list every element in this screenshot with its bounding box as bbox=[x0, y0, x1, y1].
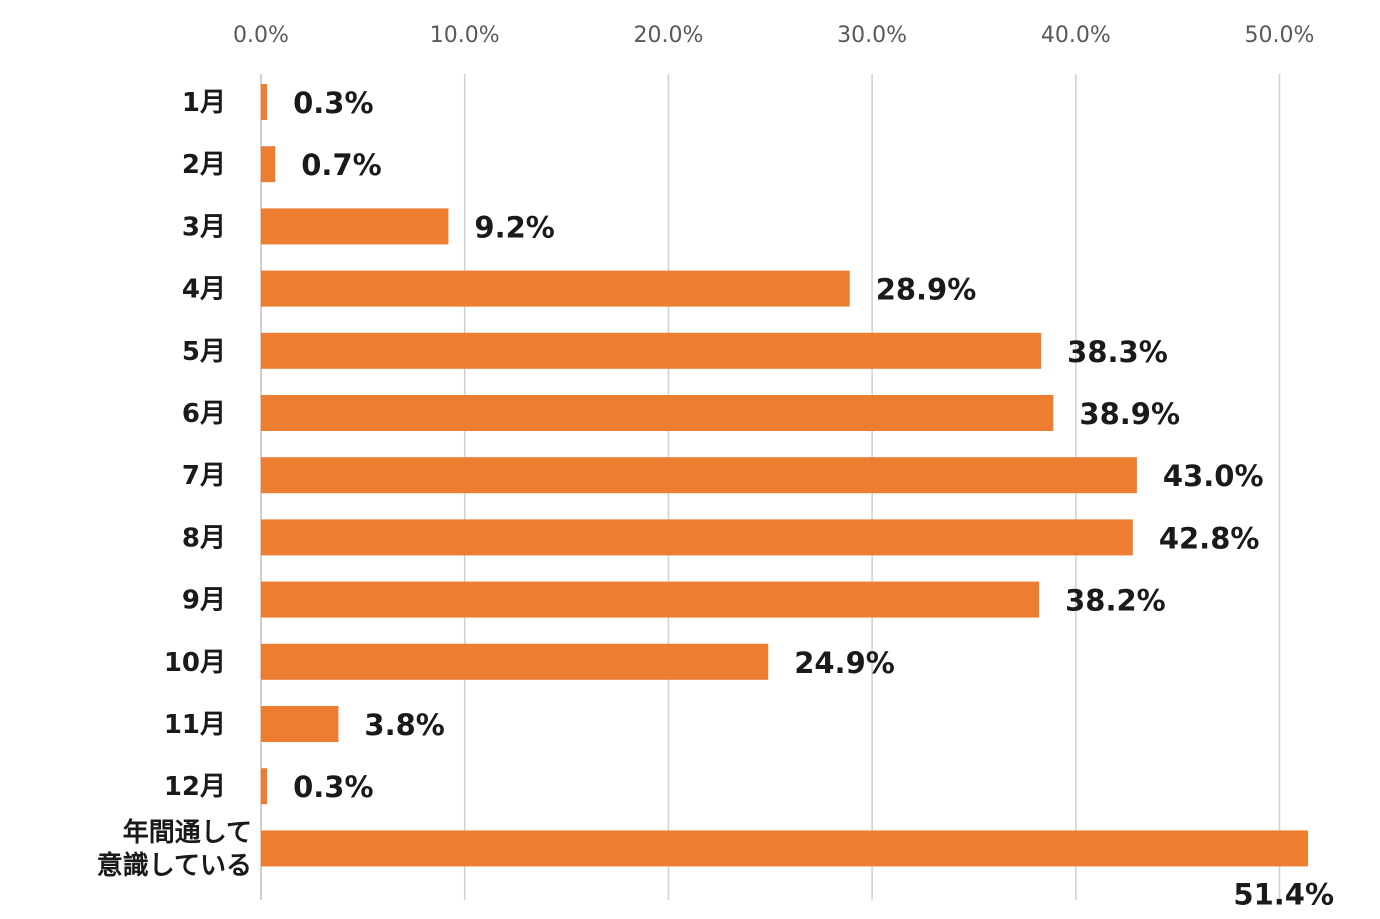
bar bbox=[261, 457, 1137, 494]
category-label: 2月 bbox=[182, 150, 226, 180]
category-label: 年間通して bbox=[123, 817, 252, 848]
x-tick-label: 0.0% bbox=[233, 23, 289, 48]
value-label: 42.8% bbox=[1159, 521, 1260, 555]
bar bbox=[261, 581, 1040, 618]
bar bbox=[261, 395, 1054, 431]
value-label: 28.9% bbox=[876, 273, 977, 307]
bar bbox=[261, 270, 850, 307]
bar bbox=[261, 830, 1309, 867]
value-label: 38.9% bbox=[1079, 397, 1180, 431]
category-label: 4月 bbox=[182, 275, 226, 305]
x-tick-label: 30.0% bbox=[837, 23, 907, 48]
value-label: 43.0% bbox=[1163, 459, 1264, 493]
value-label: 38.2% bbox=[1065, 584, 1166, 618]
bar bbox=[261, 706, 339, 742]
bar bbox=[261, 519, 1133, 556]
bar bbox=[261, 146, 276, 183]
x-tick-label: 10.0% bbox=[430, 23, 500, 48]
category-label: 意識している bbox=[97, 850, 252, 881]
category-label: 10月 bbox=[164, 648, 226, 678]
bar bbox=[261, 84, 268, 120]
value-label: 3.8% bbox=[364, 708, 444, 742]
value-label: 0.3% bbox=[293, 770, 373, 804]
x-tick-label: 50.0% bbox=[1245, 23, 1315, 48]
x-tick-label: 40.0% bbox=[1041, 23, 1111, 48]
category-label: 5月 bbox=[182, 337, 226, 367]
bars bbox=[261, 84, 1309, 867]
x-tick-label: 20.0% bbox=[633, 23, 703, 48]
value-label: 9.2% bbox=[474, 210, 554, 244]
category-label: 11月 bbox=[164, 710, 226, 740]
bar bbox=[261, 768, 268, 805]
category-label: 7月 bbox=[182, 461, 226, 491]
value-label: 0.3% bbox=[293, 86, 373, 120]
bar bbox=[261, 332, 1042, 369]
value-labels: 0.3% 0.7% 9.2% 28.9% 38.3% 38.9% 43.0% 42.8% 38.… bbox=[293, 86, 1334, 911]
bar bbox=[261, 643, 769, 680]
category-label: 6月 bbox=[182, 399, 226, 429]
category-label: 1月 bbox=[182, 88, 226, 118]
category-label: 12月 bbox=[164, 772, 226, 802]
bar bbox=[261, 208, 449, 245]
category-label: 9月 bbox=[182, 586, 226, 616]
value-label: 38.3% bbox=[1067, 335, 1168, 369]
value-label: 0.7% bbox=[301, 148, 381, 182]
x-axis-ticks: 0.0% 10.0% 20.0% 30.0% 40.0% 50.0% bbox=[233, 23, 1314, 48]
value-label: 51.4% bbox=[1233, 877, 1334, 911]
value-label: 24.9% bbox=[794, 646, 895, 680]
category-label: 3月 bbox=[182, 212, 226, 242]
category-label: 8月 bbox=[182, 523, 226, 553]
